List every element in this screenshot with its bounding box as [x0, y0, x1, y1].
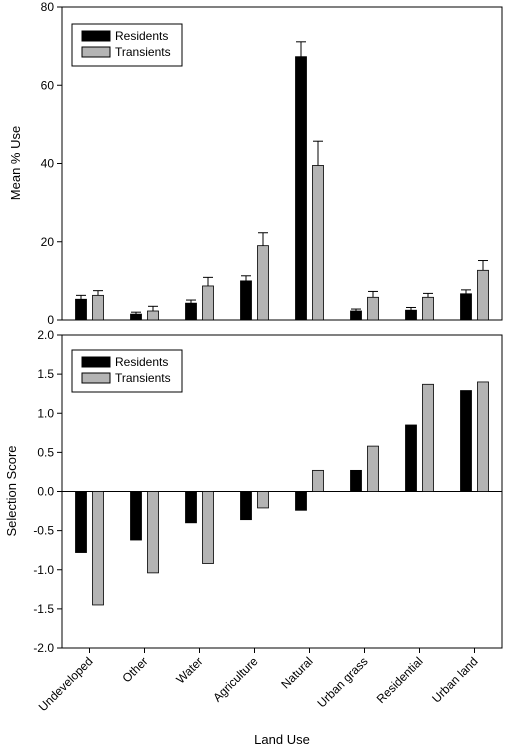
- x-tick-label: Other: [119, 654, 150, 685]
- x-tick-label: Natural: [278, 654, 315, 691]
- bottom-bar-transients: [92, 491, 104, 606]
- bottom-y-tick-label: -1.5: [33, 602, 54, 616]
- bottom-bar-residents: [295, 491, 307, 511]
- bottom-y-tick-label: 1.5: [37, 367, 54, 381]
- top-bar-residents: [75, 298, 87, 321]
- bottom-bar-residents: [185, 491, 197, 524]
- bottom-bar-residents: [130, 491, 142, 541]
- top-y-tick-label: 20: [41, 235, 55, 249]
- top-bar-transients: [312, 165, 324, 321]
- bottom-y-tick-label: 2.0: [37, 328, 54, 342]
- bottom-bar-residents: [405, 424, 417, 492]
- top-bar-residents: [405, 309, 417, 321]
- x-tick-label: Urban land: [429, 654, 480, 705]
- top-bar-transients: [422, 296, 434, 321]
- bottom-y-tick-label: 0.5: [37, 445, 54, 459]
- bottom-bar-transients: [367, 445, 379, 492]
- top-bar-residents: [295, 56, 307, 321]
- top-bar-transients: [257, 245, 269, 321]
- bottom-y-tick-label: 1.0: [37, 406, 54, 420]
- bottom-bar-residents: [75, 491, 87, 553]
- top-bar-residents: [130, 313, 142, 321]
- x-tick-label: Urban grass: [314, 654, 370, 710]
- bottom-bar-transients: [147, 491, 159, 574]
- bottom-bar-transients: [422, 383, 434, 492]
- bottom-legend-label-transients: Transients: [115, 371, 171, 385]
- bottom-y-axis-label: Selection Score: [4, 445, 19, 536]
- bottom-bar-transients: [202, 491, 214, 564]
- x-tick-label: Agriculture: [210, 654, 261, 705]
- top-bar-transients: [147, 310, 159, 321]
- bottom-y-axis: -2.0 -1.5 -1.0 -0.5 0.0 0.5 1.0 1.5 2.0: [33, 328, 62, 655]
- top-bar-residents: [350, 310, 362, 321]
- top-y-axis: 0 20 40 60 80: [41, 0, 62, 327]
- top-bar-residents: [240, 280, 252, 321]
- top-legend-label-residents: Residents: [115, 29, 168, 43]
- bottom-bars: [75, 381, 489, 606]
- top-y-tick-label: 60: [41, 78, 55, 92]
- bottom-y-tick-label: 0.0: [37, 485, 54, 499]
- top-legend-label-transients: Transients: [115, 45, 171, 59]
- top-legend-swatch-residents: [81, 30, 111, 42]
- top-bar-residents: [460, 293, 472, 321]
- bottom-bar-residents: [460, 390, 472, 492]
- x-tick-label: Residential: [374, 654, 426, 706]
- bottom-y-tick-label: -1.0: [33, 563, 54, 577]
- top-bar-transients: [92, 294, 104, 321]
- bottom-bar-transients: [312, 469, 324, 492]
- bottom-bar-transients: [477, 381, 489, 492]
- bottom-legend: Residents Transients: [71, 349, 183, 393]
- bottom-y-tick-label: -2.0: [33, 641, 54, 655]
- x-axis-label: Land Use: [254, 732, 310, 747]
- top-bar-transients: [202, 285, 214, 321]
- x-tick-label: Undeveloped: [36, 654, 96, 714]
- bottom-legend-label-residents: Residents: [115, 355, 168, 369]
- top-y-tick-label: 40: [41, 157, 55, 171]
- bottom-legend-swatch-residents: [81, 356, 111, 368]
- bottom-x-axis: Undeveloped Other Water Agriculture NaturalU…: [36, 648, 481, 714]
- x-tick-label: Water: [173, 654, 205, 686]
- bottom-legend-swatch-transients: [81, 372, 111, 384]
- bottom-y-tick-label: -0.5: [33, 524, 54, 538]
- top-legend-swatch-transients: [81, 46, 111, 58]
- top-bars: [75, 41, 489, 321]
- top-y-tick-label: 0: [47, 313, 54, 327]
- top-y-axis-label: Mean % Use: [8, 126, 23, 200]
- top-bar-transients: [367, 296, 379, 321]
- bottom-bar-residents: [350, 469, 362, 492]
- top-bar-transients: [477, 269, 489, 321]
- top-bar-residents: [185, 302, 197, 321]
- bottom-bar-transients: [257, 491, 269, 509]
- top-legend: Residents Transients: [71, 23, 183, 67]
- top-y-tick-label: 80: [41, 0, 55, 14]
- bottom-bar-residents: [240, 491, 252, 521]
